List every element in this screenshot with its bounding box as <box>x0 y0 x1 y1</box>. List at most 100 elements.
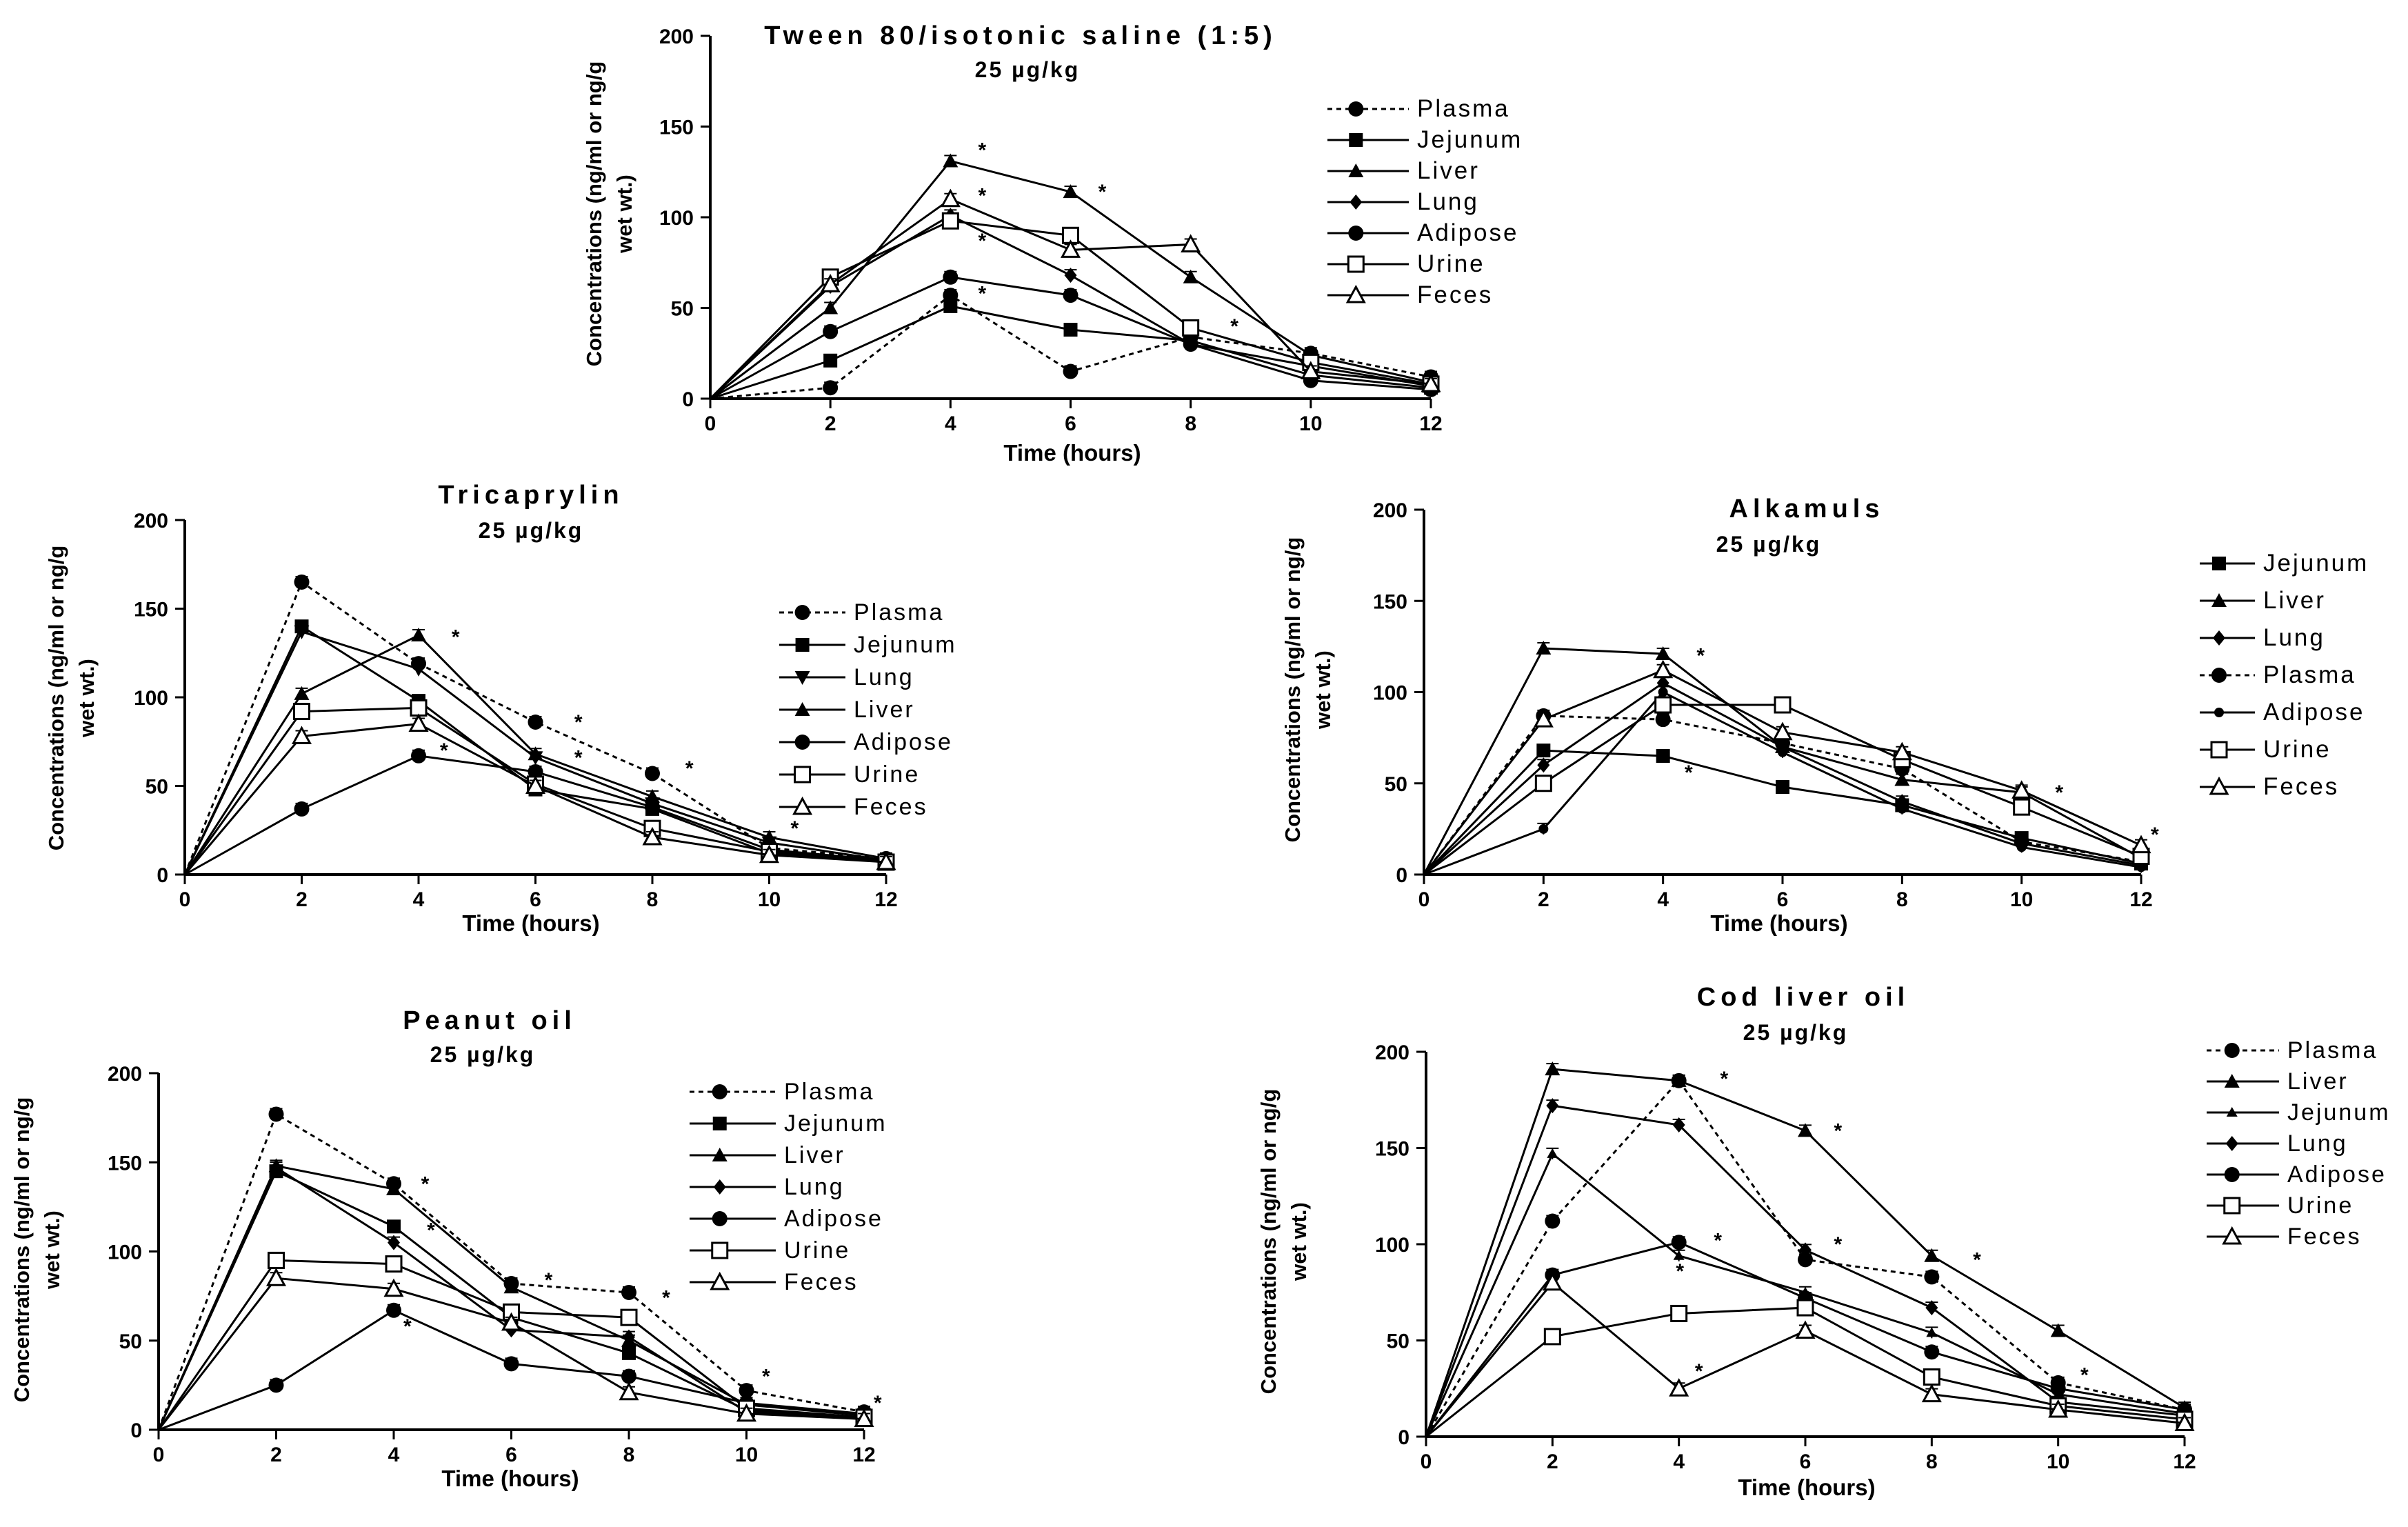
data-point-feces <box>1301 361 1321 380</box>
legend-marker <box>794 766 812 784</box>
data-point-jejunum <box>1673 1250 1685 1260</box>
y-axis-label: Concentrations (ng/ml or ng/g <box>1281 537 1305 843</box>
data-point-urine <box>268 1251 285 1269</box>
chart-panel-4: 0 2 4 6 8 10 12 0 50 100 150 200 Peanut oil 25 µg/kg T… <box>10 1006 885 1491</box>
significance-star: * <box>978 184 986 207</box>
data-point-feces <box>1669 1378 1689 1397</box>
significance-star: * <box>440 739 448 762</box>
x-tick-label: 2 <box>1547 1450 1558 1473</box>
x-tick-label: 8 <box>1896 888 1908 911</box>
significance-star: * <box>574 711 583 734</box>
data-point-feces <box>2048 1399 2069 1418</box>
data-point-adipose <box>823 323 839 339</box>
data-point-adipose <box>1658 687 1668 697</box>
data-point-jejunum <box>1776 780 1789 795</box>
y-axis-label: wet wt.) <box>1311 650 1335 730</box>
data-point-urine <box>1796 1299 1814 1317</box>
legend-marker <box>1349 133 1363 147</box>
data-point-plasma <box>1655 712 1671 728</box>
y-axis-label: wet wt.) <box>612 174 636 254</box>
data-point-feces <box>1921 1384 1942 1403</box>
data-point-liver <box>1536 641 1552 655</box>
x-tick-label: 0 <box>153 1444 165 1466</box>
y-tick-label: 50 <box>1387 1330 1409 1353</box>
y-axis-label: wet wt.) <box>1287 1202 1311 1281</box>
data-point-adipose <box>1778 747 1787 757</box>
data-point-urine <box>1670 1304 1688 1322</box>
x-axis-label: Time (hours) <box>462 910 599 936</box>
chart-subtitle: 25 µg/kg <box>1716 532 1822 557</box>
significance-star: * <box>545 1269 553 1292</box>
data-point-adipose <box>503 1356 519 1372</box>
x-tick-label: 4 <box>388 1444 400 1466</box>
legend-label: Lung <box>854 664 914 690</box>
y-tick-label: 150 <box>659 117 694 139</box>
data-point-feces <box>2174 1413 2195 1431</box>
legend-marker <box>712 1084 728 1099</box>
data-point-lung <box>411 662 426 677</box>
y-tick-label: 200 <box>1375 1041 1409 1064</box>
series-line-feces <box>157 1277 865 1430</box>
legend-marker <box>710 1271 730 1290</box>
significance-star: * <box>2080 1364 2089 1387</box>
data-point-urine <box>1654 696 1672 714</box>
series-line-jejunum <box>157 1170 865 1430</box>
data-point-liver <box>1798 1123 1813 1137</box>
data-point-urine <box>1182 319 1200 337</box>
legend-marker <box>792 796 813 815</box>
significance-star: * <box>421 1172 430 1195</box>
y-tick-label: 0 <box>130 1419 142 1442</box>
chart-panel-3: 0 2 4 6 8 10 12 0 50 100 150 200 Alkamuls 25 µg/kg Tim… <box>1281 495 2367 936</box>
data-point-plasma <box>621 1284 636 1300</box>
legend-label: Adipose <box>2263 699 2365 726</box>
y-tick-label: 200 <box>134 510 168 532</box>
legend-label: Jejunum <box>1417 126 1523 153</box>
data-point-jejunum <box>387 1219 401 1234</box>
x-axis-label: Time (hours) <box>1003 440 1141 466</box>
data-point-urine <box>1774 696 1792 714</box>
data-point-liver <box>1924 1248 1940 1262</box>
y-axis-label: wet wt.) <box>74 659 99 738</box>
x-axis-label: Time (hours) <box>1738 1475 1875 1500</box>
x-tick-label: 0 <box>1418 888 1430 911</box>
legend-label: Liver <box>2263 587 2326 614</box>
legend-marker <box>2212 557 2226 570</box>
significance-star: * <box>1695 1360 1703 1383</box>
chart-subtitle: 25 µg/kg <box>479 518 584 543</box>
data-point-liver <box>503 1279 519 1294</box>
significance-star: * <box>403 1315 412 1338</box>
legend-label: Plasma <box>2263 661 2356 688</box>
significance-star: * <box>427 1219 435 1241</box>
legend-marker <box>1348 101 1364 117</box>
data-point-lung <box>1672 1117 1685 1133</box>
chart-title: Cod liver oil <box>1697 983 1909 1012</box>
legend-marker <box>2214 708 2224 717</box>
x-tick-label: 8 <box>623 1444 635 1466</box>
x-tick-label: 4 <box>1657 888 1669 911</box>
data-point-urine <box>385 1255 403 1273</box>
data-point-feces <box>291 726 312 745</box>
data-point-urine <box>2013 798 2031 816</box>
data-point-feces <box>820 274 841 292</box>
y-tick-label: 0 <box>682 388 694 411</box>
data-point-urine <box>1543 1328 1561 1346</box>
significance-star: * <box>662 1287 670 1310</box>
legend-label: Feces <box>784 1269 859 1295</box>
legend-marker <box>794 702 810 716</box>
data-point-feces <box>876 851 896 870</box>
x-tick-label: 0 <box>705 412 716 435</box>
legend-marker <box>1347 255 1365 273</box>
data-point-plasma <box>1924 1269 1940 1285</box>
data-point-lung <box>388 1235 400 1250</box>
data-point-feces <box>1421 373 1441 392</box>
legend-marker <box>795 638 810 652</box>
data-point-plasma <box>1545 1213 1561 1229</box>
x-tick-label: 12 <box>2129 888 2152 911</box>
legend-marker <box>2224 1167 2240 1182</box>
x-tick-label: 4 <box>413 888 425 911</box>
data-point-adipose <box>1671 1235 1687 1250</box>
data-point-jejunum <box>1656 749 1670 764</box>
y-tick-label: 100 <box>134 687 168 710</box>
data-point-feces <box>1542 1272 1563 1291</box>
data-point-liver <box>1894 772 1910 786</box>
